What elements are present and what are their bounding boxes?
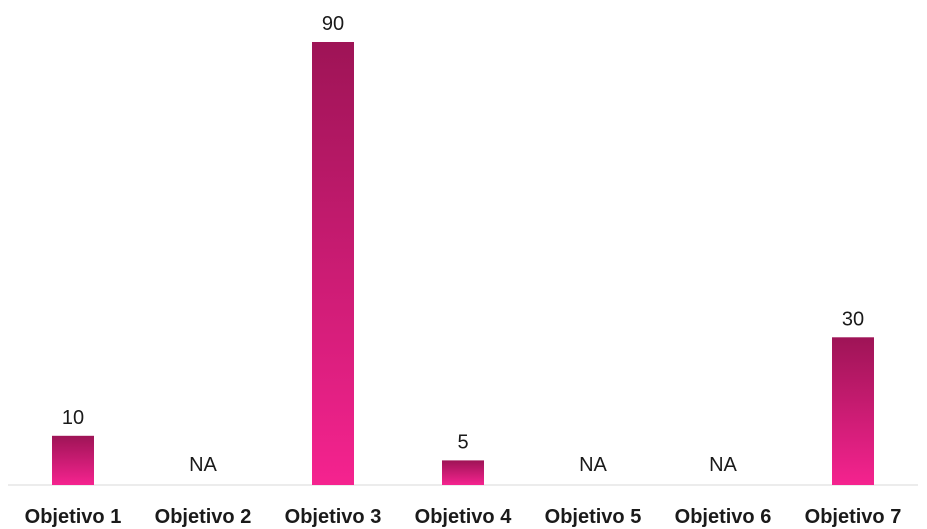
category-label-7: Objetivo 7 <box>805 506 902 528</box>
category-label-6: Objetivo 6 <box>675 506 772 528</box>
data-label-3: 90 <box>322 13 344 35</box>
data-label-5: NA <box>579 454 607 476</box>
bar-1 <box>52 435 94 485</box>
bar-7 <box>832 337 874 485</box>
category-label-3: Objetivo 3 <box>285 506 382 528</box>
category-label-2: Objetivo 2 <box>155 506 252 528</box>
data-label-2: NA <box>189 454 217 476</box>
data-labels: 10 NA 90 5 NA NA 30 <box>62 13 864 476</box>
data-label-1: 10 <box>62 407 84 429</box>
bar-4 <box>442 460 484 485</box>
data-label-6: NA <box>709 454 737 476</box>
bar-3 <box>312 42 354 485</box>
bars <box>52 42 874 485</box>
category-label-1: Objetivo 1 <box>25 506 122 528</box>
category-label-4: Objetivo 4 <box>415 506 513 528</box>
data-label-7: 30 <box>842 308 864 330</box>
data-label-4: 5 <box>457 431 468 453</box>
category-label-5: Objetivo 5 <box>545 506 642 528</box>
category-labels: Objetivo 1 Objetivo 2 Objetivo 3 Objetivo 4… <box>25 506 902 528</box>
